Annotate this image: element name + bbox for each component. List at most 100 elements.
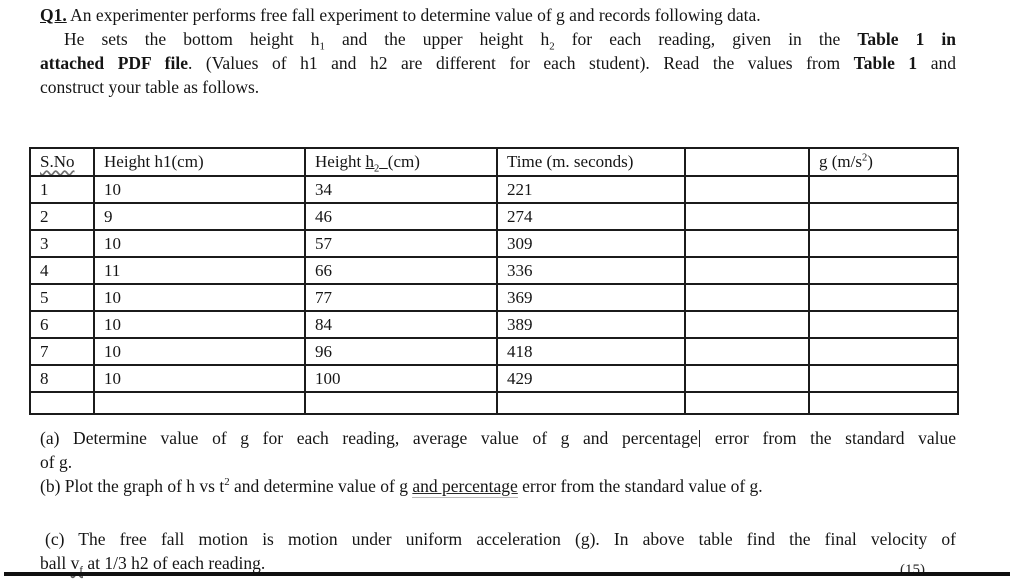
cell-h1: 10 <box>93 175 306 204</box>
readings-table: S.No Height h1(cm) Height h2 (cm) Time (… <box>29 147 959 415</box>
part-a-line-2: of g. <box>40 452 73 472</box>
question-line-3: attached PDF file. (Values of h1 and h2 … <box>40 51 956 75</box>
cell-h2: 46 <box>304 202 498 231</box>
cell-g <box>808 391 959 415</box>
cell-sno: 2 <box>29 202 95 231</box>
cell-h2: 34 <box>304 175 498 204</box>
question-line-3-text2: and <box>917 53 957 73</box>
cell-g <box>808 202 959 231</box>
cell-blank <box>684 202 810 231</box>
cell-sno: 3 <box>29 229 95 258</box>
cell-time: 418 <box>496 337 686 366</box>
cell-sno: 7 <box>29 337 95 366</box>
attached-pdf-bold: attached PDF file <box>40 53 188 73</box>
cell-h1: 10 <box>93 364 306 393</box>
cell-blank <box>684 256 810 285</box>
cell-h2 <box>304 391 498 415</box>
cell-h1: 10 <box>93 229 306 258</box>
cell-g <box>808 364 959 393</box>
text-cursor <box>698 430 701 447</box>
question-line-2-text2: and the upper height h <box>324 29 550 49</box>
cell-h2: 57 <box>304 229 498 258</box>
cell-h2: 96 <box>304 337 498 366</box>
cell-time: 274 <box>496 202 686 231</box>
cell-h2: 77 <box>304 283 498 312</box>
cell-sno: 5 <box>29 283 95 312</box>
part-b-text: (b) Plot the graph of h vs t <box>40 476 225 496</box>
question-line-2-text3: for each reading, given in the <box>554 29 858 49</box>
cell-blank <box>684 229 810 258</box>
header-g: g (m/s2) <box>808 147 959 177</box>
question-line-1-text: An experimenter performs free fall exper… <box>66 5 761 25</box>
vf-symbol: vf <box>70 553 83 577</box>
table-empty-row <box>29 391 959 415</box>
cell-g <box>808 337 959 366</box>
cell-g <box>808 310 959 339</box>
table-row: 1 10 34 221 <box>29 175 959 204</box>
table-row: 7 10 96 418 <box>29 337 959 366</box>
cell-h1 <box>93 391 306 415</box>
table-row: 3 10 57 309 <box>29 229 959 258</box>
part-b-line: (b) Plot the graph of h vs t2 and determ… <box>40 474 956 498</box>
part-a-text2: error from the standard value <box>701 428 956 448</box>
underlined-phrase: and percentage <box>412 476 518 498</box>
cell-g <box>808 283 959 312</box>
part-a-line-1: (a) Determine value of g for each readin… <box>40 426 956 450</box>
bottom-divider-line <box>4 572 1010 576</box>
table1-bold-ref-2: Table 1 <box>853 53 918 73</box>
cell-time: 429 <box>496 364 686 393</box>
cell-blank <box>684 391 810 415</box>
cell-blank <box>684 364 810 393</box>
marks-label: (15) <box>900 562 925 573</box>
cell-h1: 11 <box>93 256 306 285</box>
h1-subscript: 1 <box>319 40 325 53</box>
cell-h1: 9 <box>93 202 306 231</box>
h2-subscript: 2 <box>549 40 555 53</box>
cell-time: 221 <box>496 175 686 204</box>
part-c-line-1: (c) The free fall motion is motion under… <box>45 529 956 549</box>
table-row: 8 10 100 429 <box>29 364 959 393</box>
cell-blank <box>684 337 810 366</box>
header-time: Time (m. seconds) <box>496 147 686 177</box>
part-c-text: ball <box>40 553 71 573</box>
cell-h2: 84 <box>304 310 498 339</box>
table1-bold-ref: Table 1 in <box>857 29 956 49</box>
question-paragraph: Q1. An experimenter performs free fall e… <box>40 3 956 99</box>
part-b-text3: error from the standard value of g. <box>517 476 763 496</box>
cell-h1: 10 <box>93 283 306 312</box>
part-a-text: (a) Determine value of g for each readin… <box>40 428 698 448</box>
cell-time <box>496 391 686 415</box>
cell-blank <box>684 310 810 339</box>
cell-sno: 1 <box>29 175 95 204</box>
table-row: 2 9 46 274 <box>29 202 959 231</box>
question-line-3-text: . (Values of h1 and h2 are different for… <box>187 53 854 73</box>
cell-time: 389 <box>496 310 686 339</box>
header-sno: S.No <box>29 147 95 177</box>
header-blank <box>684 147 810 177</box>
question-line-2: He sets the bottom height h1 and the upp… <box>40 27 956 53</box>
question-line-1: Q1. An experimenter performs free fall e… <box>40 3 956 27</box>
cell-h1: 10 <box>93 310 306 339</box>
cell-time: 309 <box>496 229 686 258</box>
cell-sno <box>29 391 95 415</box>
cell-g <box>808 229 959 258</box>
question-parts: (a) Determine value of g for each readin… <box>40 426 956 577</box>
cell-h1: 10 <box>93 337 306 366</box>
question-line-4: construct your table as follows. <box>40 77 260 97</box>
cell-sno: 8 <box>29 364 95 393</box>
cell-blank <box>684 283 810 312</box>
table-header-row: S.No Height h1(cm) Height h2 (cm) Time (… <box>29 147 959 177</box>
header-h1: Height h1(cm) <box>93 147 306 177</box>
part-c-text2: at 1/3 h2 of each reading. <box>83 553 266 573</box>
cell-h2: 66 <box>304 256 498 285</box>
question-line-2-text: He sets the bottom height h <box>64 29 320 49</box>
cell-sno: 6 <box>29 310 95 339</box>
t-squared-superscript: 2 <box>224 476 230 489</box>
cell-time: 336 <box>496 256 686 285</box>
cell-blank <box>684 175 810 204</box>
table-row: 6 10 84 389 <box>29 310 959 339</box>
part-c-line-2: ball vf at 1/3 h2 of each reading. <box>40 551 956 577</box>
cell-g <box>808 256 959 285</box>
part-b-text2: and determine value of g <box>229 476 413 496</box>
